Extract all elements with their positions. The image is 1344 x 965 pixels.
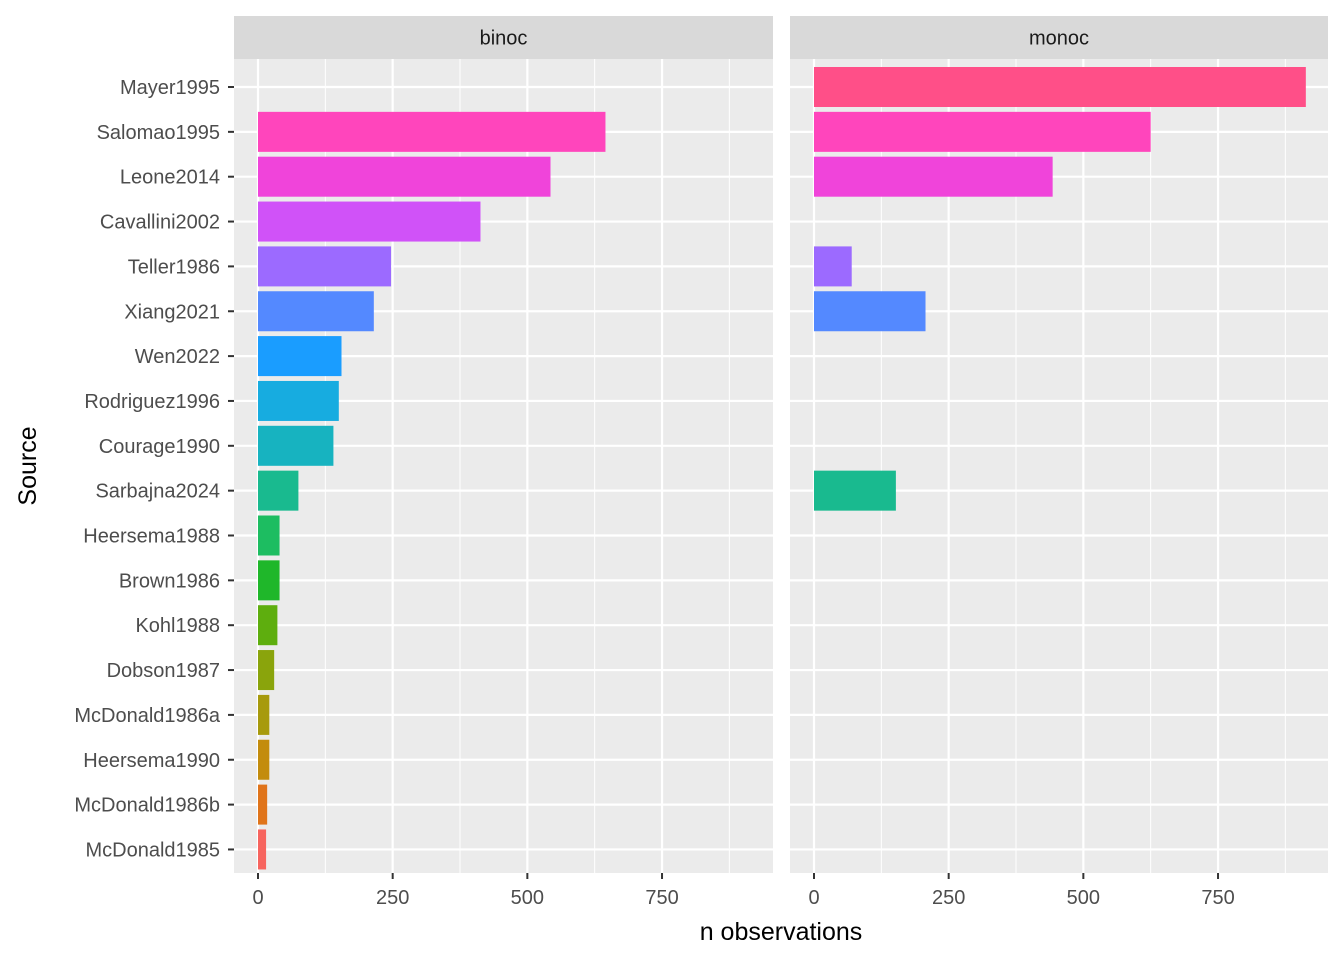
bar-Kohl1988 <box>258 605 278 646</box>
y-tick-label: McDonald1986b <box>74 795 220 817</box>
panel-binoc: binoc 0 250 500 750 <box>234 16 773 909</box>
bar-McDonald1986b <box>258 784 268 825</box>
bar-Rodriguez1996 <box>258 380 339 421</box>
x-tick-label: 250 <box>376 887 409 909</box>
bar-McDonald1985 <box>258 829 267 870</box>
y-tick-label: Heersema1990 <box>83 750 220 772</box>
bar-Xiang2021 <box>814 291 926 332</box>
facet-strip <box>790 16 1328 59</box>
y-tick-label: Rodriguez1996 <box>84 391 220 413</box>
bar-Teller1986 <box>814 246 852 287</box>
bar-Salomao1995 <box>258 111 606 152</box>
bar-Wen2022 <box>258 336 342 377</box>
x-tick-label: 500 <box>511 887 544 909</box>
y-tick-label: Cavallini2002 <box>100 212 220 234</box>
y-axis: Mayer1995 Salomao1995 Leone2014 Cavallini20… <box>74 77 234 861</box>
y-tick-label: Courage1990 <box>99 436 220 458</box>
bar-Dobson1987 <box>258 650 275 691</box>
bar-Heersema1988 <box>258 515 280 556</box>
panel-monoc: monoc 0 250 500 750 <box>790 16 1328 909</box>
y-tick-label: Teller1986 <box>128 256 220 278</box>
y-tick-label: McDonald1986a <box>74 705 221 727</box>
y-tick-label: Leone2014 <box>120 167 220 189</box>
x-tick-label: 750 <box>645 887 678 909</box>
y-tick-label: Mayer1995 <box>120 77 220 99</box>
bar-Sarbajna2024 <box>258 470 299 511</box>
y-tick-label: Salomao1995 <box>97 122 220 144</box>
x-tick-label: 500 <box>1067 887 1100 909</box>
bar-Sarbajna2024 <box>814 470 896 511</box>
y-tick-label: McDonald1985 <box>85 839 220 861</box>
bar-Salomao1995 <box>814 111 1151 152</box>
y-tick-label: Wen2022 <box>135 346 220 368</box>
bar-Heersema1990 <box>258 739 270 780</box>
y-tick-label: Xiang2021 <box>124 301 220 323</box>
facet-strip-label: binoc <box>480 28 528 50</box>
y-tick-label: Dobson1987 <box>107 660 220 682</box>
y-tick-label: Heersema1988 <box>83 526 220 548</box>
bar-Brown1986 <box>258 560 280 601</box>
bar-Leone2014 <box>814 156 1053 197</box>
x-axis-title: n observations <box>700 918 863 946</box>
x-tick-label: 750 <box>1201 887 1234 909</box>
y-tick-label: Brown1986 <box>119 570 220 592</box>
y-axis-title: Source <box>14 426 42 505</box>
facet-strip <box>234 16 773 59</box>
bar-Courage1990 <box>258 425 334 466</box>
bar-Teller1986 <box>258 246 392 287</box>
y-tick-label: Sarbajna2024 <box>95 481 220 503</box>
bar-Xiang2021 <box>258 291 374 332</box>
facet-strip-label: monoc <box>1029 28 1089 50</box>
x-tick-label: 0 <box>808 887 819 909</box>
bar-McDonald1986a <box>258 694 270 735</box>
bar-Mayer1995 <box>814 67 1306 107</box>
bar-Leone2014 <box>258 156 551 197</box>
x-tick-label: 250 <box>932 887 965 909</box>
bar-Cavallini2002 <box>258 201 481 242</box>
x-tick-label: 0 <box>252 887 263 909</box>
y-tick-label: Kohl1988 <box>135 615 220 637</box>
